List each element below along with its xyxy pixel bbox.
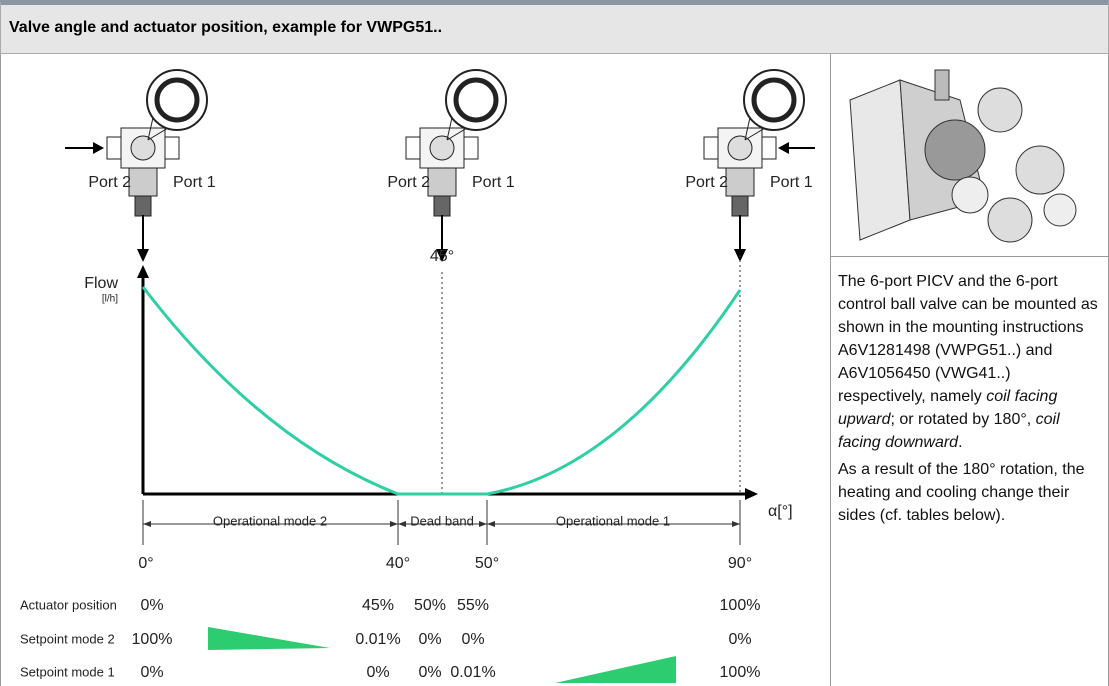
port-label: Port 1 xyxy=(770,174,813,191)
range-label: Dead band xyxy=(410,513,474,528)
text: . xyxy=(958,434,963,451)
zoom-inner xyxy=(154,77,200,123)
port-label: Port 1 xyxy=(173,174,216,191)
actuator xyxy=(725,167,755,197)
arrow xyxy=(93,142,104,154)
y-axis-label: Flow xyxy=(84,275,118,292)
valve-port xyxy=(703,136,719,160)
emphasis: coil facing downward xyxy=(838,411,1060,451)
cell: 0% xyxy=(366,664,389,681)
range-lines xyxy=(142,500,741,545)
cell: 0% xyxy=(418,631,441,648)
row-label: Setpoint mode 1 xyxy=(20,664,115,679)
range-arrows xyxy=(143,521,740,527)
row-label: Actuator position xyxy=(20,597,117,612)
actuator xyxy=(433,195,451,217)
valve-port xyxy=(463,136,479,160)
angle-label: 0° xyxy=(138,555,153,572)
angle-label: 50° xyxy=(475,555,499,572)
title: Valve angle and actuator position, examp… xyxy=(9,19,443,36)
cell: 100% xyxy=(132,631,173,648)
valve-disk xyxy=(429,135,455,161)
zoom-inner xyxy=(453,77,499,123)
arrow xyxy=(436,249,448,262)
valve-port xyxy=(405,136,421,160)
cell: 0% xyxy=(461,631,484,648)
x-axis-label: α[°] xyxy=(768,503,793,520)
wedge xyxy=(555,656,676,683)
cell: 0% xyxy=(418,664,441,681)
cell: 0% xyxy=(140,664,163,681)
angle-label: 90° xyxy=(728,555,752,572)
actuator xyxy=(731,195,749,217)
valve-port xyxy=(106,136,122,160)
actuator xyxy=(427,167,457,197)
arrow xyxy=(745,488,758,500)
range-label: Operational mode 1 xyxy=(556,513,670,528)
port-label: Port 2 xyxy=(88,174,131,191)
row-label: Setpoint mode 2 xyxy=(20,631,115,646)
emphasis: coil facing upward xyxy=(838,388,1058,428)
product-image xyxy=(849,69,1077,243)
y-axis-unit: [l/h] xyxy=(102,294,118,305)
valve-port xyxy=(164,136,180,160)
cell: 45% xyxy=(362,597,394,614)
actuator xyxy=(128,167,158,197)
side-text: The 6-port PICV and the 6-port control b… xyxy=(838,270,1100,531)
port-label: Port 2 xyxy=(387,174,430,191)
valve-disk xyxy=(727,135,753,161)
arrow xyxy=(778,142,789,154)
cell: 100% xyxy=(720,664,761,681)
cell: 55% xyxy=(457,597,489,614)
wedge xyxy=(208,627,330,650)
port-label: Port 2 xyxy=(685,174,728,191)
angle-marker: 45° xyxy=(430,248,454,265)
cell: 50% xyxy=(414,597,446,614)
cell: 100% xyxy=(720,597,761,614)
port-label: Port 1 xyxy=(472,174,515,191)
valve-port xyxy=(761,136,777,160)
text: ; or rotated by 180°, xyxy=(890,411,1036,428)
text: The 6-port PICV and the 6-port control b… xyxy=(838,273,1098,405)
angle-label: 40° xyxy=(386,555,410,572)
cell: 0.01% xyxy=(355,631,400,648)
cell: 0% xyxy=(140,597,163,614)
header: Valve angle and actuator position, examp… xyxy=(0,0,1109,54)
arrow xyxy=(137,265,149,278)
actuator xyxy=(134,195,152,217)
cell: 0.01% xyxy=(450,664,495,681)
text: As a result of the 180° rotation, the he… xyxy=(838,461,1085,524)
valve-disk xyxy=(130,135,156,161)
arrow xyxy=(137,249,149,262)
range-label: Operational mode 2 xyxy=(213,513,327,528)
zoom-inner xyxy=(751,77,797,123)
paragraph: As a result of the 180° rotation, the he… xyxy=(838,458,1100,527)
flow-curve xyxy=(141,286,742,496)
paragraph: The 6-port PICV and the 6-port control b… xyxy=(838,270,1100,454)
cell: 0% xyxy=(728,631,751,648)
